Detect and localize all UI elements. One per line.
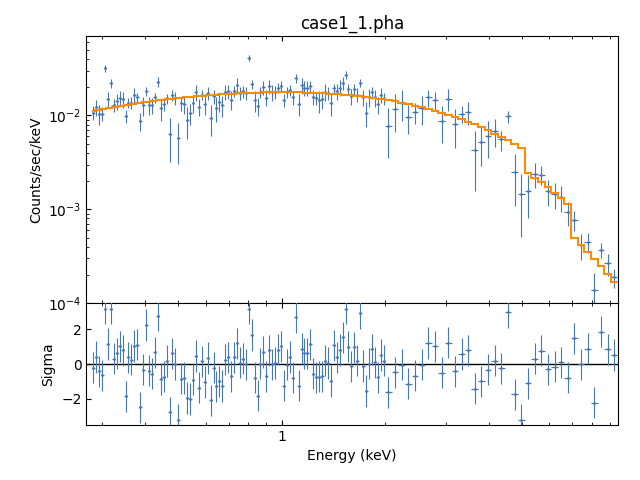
Title: case1_1.pha: case1_1.pha [300, 15, 404, 33]
X-axis label: Energy (keV): Energy (keV) [307, 449, 397, 463]
Y-axis label: Sigma: Sigma [42, 342, 56, 386]
Y-axis label: Counts/sec/keV: Counts/sec/keV [29, 116, 42, 223]
